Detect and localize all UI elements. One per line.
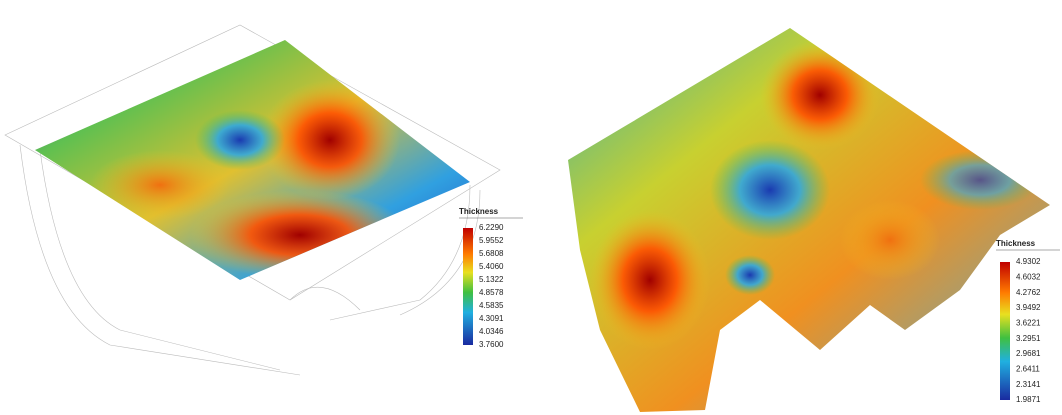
legend-label: 2.9681 — [1016, 349, 1041, 358]
legend-label: 5.9552 — [479, 236, 504, 245]
legend-label: 4.6032 — [1016, 272, 1041, 281]
legend-label: 2.3141 — [1016, 380, 1041, 389]
legend-label: 2.6411 — [1016, 364, 1040, 373]
legend-label: 4.9302 — [1016, 257, 1041, 266]
legend-label: 5.1322 — [479, 275, 504, 284]
legend-label: 4.0346 — [479, 327, 504, 336]
legend-label: 6.2290 — [479, 223, 504, 232]
legend-label: 5.6808 — [479, 249, 504, 258]
thickness-surface — [30, 35, 475, 285]
legend-label: 4.2762 — [1016, 288, 1041, 297]
colorbar — [1000, 262, 1010, 400]
colorbar — [463, 228, 473, 345]
figure: Thickness 6.2290 5.9552 5.6808 5.4060 5.1322 4… — [0, 0, 1062, 415]
legend-label: 4.8578 — [479, 288, 504, 297]
legend-label: 4.3091 — [479, 314, 504, 323]
legend-title: Thickness — [996, 239, 1036, 248]
legend-label: 3.9492 — [1016, 303, 1041, 312]
legend-label: 5.4060 — [479, 262, 504, 271]
legend-label: 1.9871 — [1016, 395, 1041, 404]
legend-title: Thickness — [459, 207, 499, 216]
legend-label: 3.2951 — [1016, 334, 1041, 343]
legend-label: 3.6221 — [1016, 318, 1041, 327]
legend-label: 4.5835 — [479, 301, 504, 310]
thickness-surface — [560, 20, 1060, 415]
legend-label: 3.7600 — [479, 340, 504, 349]
